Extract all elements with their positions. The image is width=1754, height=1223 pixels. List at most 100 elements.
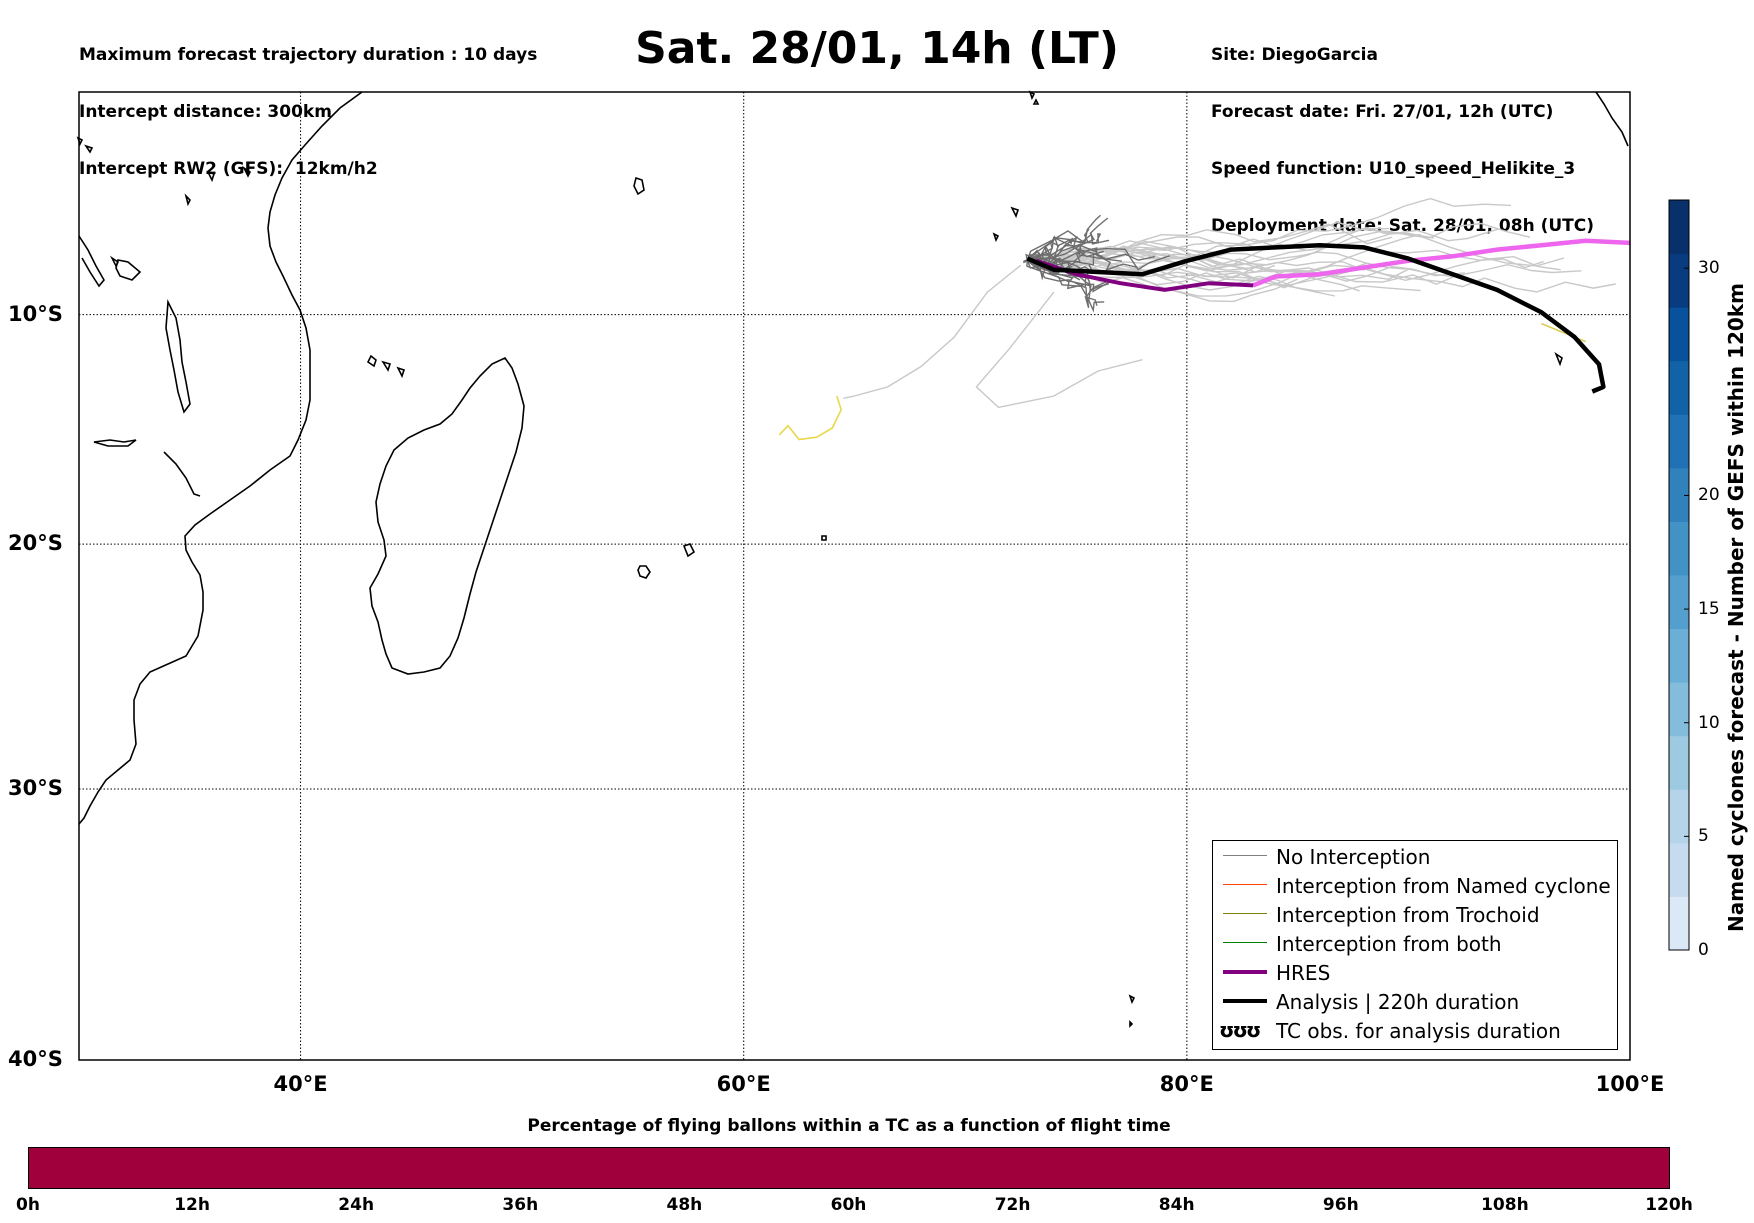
madagascar-coastline [369,356,525,675]
legend-label: Interception from both [1276,932,1502,956]
bottom-colorbar-tick-label: 96h [1322,1195,1359,1215]
legend: No Interception Interception from Named c… [1212,840,1618,1050]
gefs-colorbar [1668,199,1690,951]
trochoid-interception-trajectory [778,395,843,441]
legend-swatch [1223,855,1267,857]
legend-label: Interception from Trochoid [1276,903,1540,927]
analysis-trajectory [1026,242,1606,394]
legend-label: Interception from Named cyclone [1276,874,1611,898]
ensemble-trajectory-dark [1027,244,1170,271]
ensemble-trajectory-dark [1027,247,1155,271]
longitude-label: 100°E [1595,1072,1665,1096]
colorbar-segment [1669,253,1689,308]
reunion-island-coastline [821,535,827,541]
colorbar-segment [1669,628,1689,683]
hres-extension-trajectory [1252,238,1631,288]
bottom-colorbar-tick-label: 48h [666,1195,703,1215]
bottom-colorbar-tick-label: 24h [338,1195,375,1215]
colorbar-segment [1669,307,1689,362]
forecast-date-text: Forecast date: Fri. 27/01, 12h (UTC) [1211,102,1554,122]
legend-item: Analysis | 220h duration [1213,987,1617,1016]
sumatra-coastline [1595,91,1629,147]
colorbar-segment [1669,842,1689,897]
tc-obs-icon: ʊʊʊ [1219,1018,1261,1042]
legend-item: HRES [1213,958,1617,987]
intercept-distance-text: Intercept distance: 300km [79,102,332,122]
latitude-label: 20°S [8,531,63,556]
legend-item: Interception from Trochoid [1213,900,1617,929]
max-duration-text: Maximum forecast trajectory duration : 1… [79,45,538,65]
latitude-label: 10°S [8,301,63,326]
legend-swatch [1223,999,1267,1003]
mascarene-coastline [637,543,696,579]
bottom-colorbar-tick-label: 108h [1481,1195,1529,1215]
page-title: Sat. 28/01, 14h (LT) [635,23,1119,74]
bottom-colorbar [28,1147,1670,1189]
ensemble-trajectory-dark [1027,252,1103,274]
legend-swatch [1223,913,1267,915]
legend-swatch [1223,884,1267,886]
colorbar-segment [1669,360,1689,415]
coastline [76,90,1629,1028]
africa-coastline [78,91,363,825]
amsterdam-island-coastline [1128,994,1136,1028]
bottom-colorbar-tick-label: 0h [16,1195,40,1215]
legend-label: HRES [1276,961,1331,985]
trajectory-main [778,238,1631,441]
ensemble-trajectory-light [843,264,1022,399]
longitude-label: 80°E [1159,1072,1214,1096]
colorbar-tick-label: 10 [1698,712,1720,733]
colorbar-segment [1669,414,1689,469]
bottom-colorbar-tick-label: 120h [1645,1195,1693,1215]
ensemble-trajectory-dark [1026,260,1109,299]
longitude-label: 60°E [716,1072,771,1096]
legend-label: Analysis | 220h duration [1276,990,1520,1014]
gefs-colorbar-label: Named cyclones forecast - Number of GEFS… [1724,283,1748,932]
colorbar-segment [1669,789,1689,844]
seychelles-coastline [633,176,645,196]
maldives-coastline [1028,90,1040,105]
ensemble-trajectory-light [1027,260,1421,292]
legend-item-tc-obs: ʊʊʊ TC obs. for analysis duration [1213,1016,1617,1045]
map-frame [78,91,1631,1061]
ensemble-trajectory-light [1027,227,1390,262]
colorbar-tick-label: 30 [1698,258,1720,279]
ensemble-trajectory-dark [1026,230,1110,262]
colorbar-tick-label: 20 [1698,485,1720,506]
bottom-colorbar-tick-label: 36h [502,1195,539,1215]
colorbar-segment [1669,467,1689,522]
legend-swatch [1223,970,1267,974]
bottom-colorbar-tick-label: 84h [1158,1195,1195,1215]
speed-function-text: Speed function: U10_speed_Helikite_3 [1211,159,1576,179]
colorbar-segment [1669,735,1689,790]
colorbar-tick-label: 15 [1698,599,1720,620]
lake-tanganyika-coastline [165,299,191,414]
socotra-coastline [76,136,120,268]
colorbar-tick-label: 0 [1698,940,1709,960]
right-info-block: Site: DiegoGarcia Forecast date: Fri. 27… [1211,8,1594,255]
legend-item: Interception from Named cyclone [1213,871,1617,900]
legend-swatch [1223,942,1267,944]
colorbar-segment [1669,896,1689,951]
bottom-colorbar-tick-label: 12h [174,1195,210,1215]
horn-coastline [78,235,105,288]
colorbar-segment [1669,575,1689,630]
colorbar-segment [1669,200,1689,255]
longitude-label: 40°E [273,1072,328,1096]
bottom-colorbar-tick-label: 72h [994,1195,1031,1215]
colorbar-frame [1668,199,1690,951]
lake-malawi-coastline [93,439,137,447]
colorbar-segment [1669,682,1689,737]
site-text: Site: DiegoGarcia [1211,45,1378,65]
chagos-coastline [992,206,1020,243]
colorbar-tick-label: 5 [1698,826,1709,847]
left-info-block: Maximum forecast trajectory duration : 1… [79,8,537,198]
trajectory-ensemble [843,197,1616,409]
sumatra-island-coastline [1554,351,1563,367]
legend-item: No Interception [1213,842,1617,871]
legend-label: No Interception [1276,845,1431,869]
bottom-colorbar-tick-label: 60h [830,1195,867,1215]
ensemble-trajectory-light [1027,259,1582,285]
ensemble-trajectory-light [1026,260,1616,293]
